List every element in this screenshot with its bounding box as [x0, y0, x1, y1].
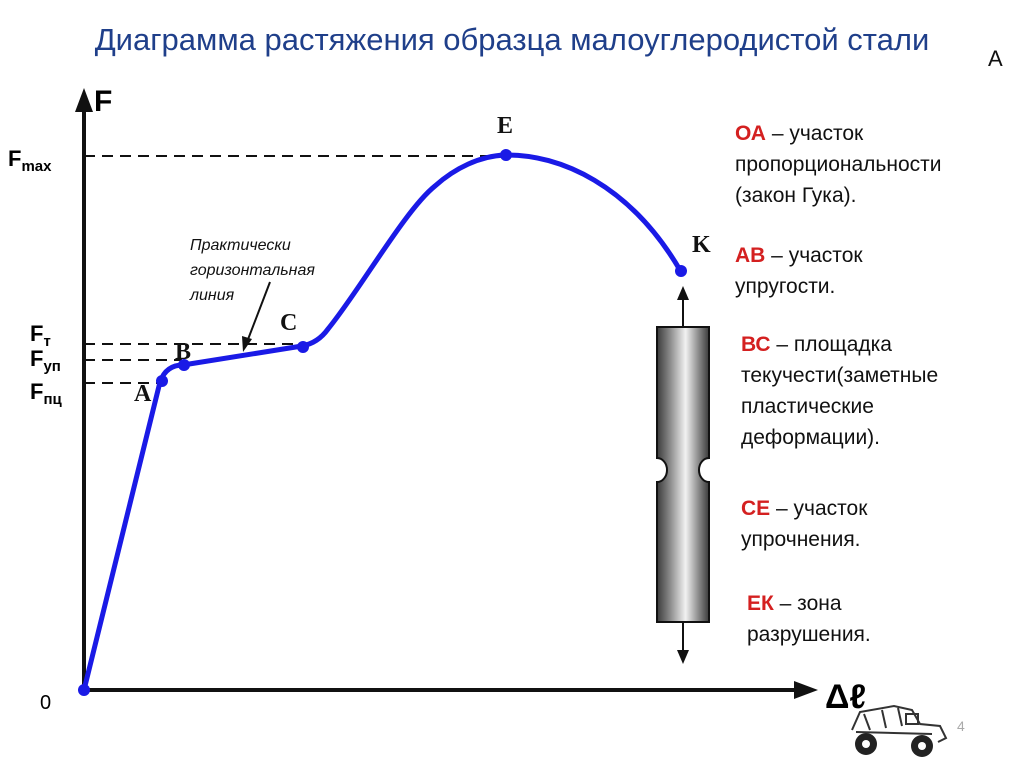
y-axis-label: F — [94, 85, 112, 118]
specimen-body — [656, 326, 710, 623]
x-axis-label: Δℓ — [825, 678, 866, 716]
point-a-label: A — [134, 381, 152, 407]
point-c-label: C — [280, 310, 297, 336]
y-axis-arrow-icon — [75, 88, 93, 112]
description-ce: СЕ – участок упрочнения. — [741, 497, 868, 551]
ft-label: Fт — [30, 321, 51, 350]
truck-logo-icon — [851, 704, 948, 757]
curve-points — [78, 149, 687, 696]
fpc-label: Fпц — [30, 379, 63, 408]
annotation-line3: линия — [189, 287, 235, 304]
point-e-label: E — [497, 113, 513, 139]
corner-letter: А — [988, 46, 1003, 71]
point-e — [500, 149, 512, 161]
annotation-pointer — [246, 281, 271, 343]
point-b — [178, 359, 190, 371]
description-oa: ОА – участок пропорциональности (закон Г… — [735, 122, 942, 207]
x-axis-arrow-icon — [794, 681, 818, 699]
slide-title: Диаграмма растяжения образца малоуглерод… — [94, 22, 930, 57]
specimen — [656, 286, 710, 664]
point-o — [78, 684, 90, 696]
origin-label: 0 — [40, 692, 51, 714]
specimen-arrow-up-icon — [677, 286, 689, 300]
specimen-arrow-down-icon — [677, 650, 689, 664]
description-ek: ЕК – зона разрушения. — [747, 592, 871, 646]
annotation-arrow-icon — [242, 336, 252, 352]
annotation-line1: Практически — [190, 237, 291, 254]
tension-curve — [81, 152, 683, 693]
axes — [75, 88, 818, 699]
annotation-line2: горизонтальная — [190, 262, 315, 279]
point-k-label: K — [692, 232, 711, 258]
point-b-label: B — [175, 339, 191, 365]
fmax-label: Fmax — [8, 146, 52, 175]
guide-lines — [84, 155, 505, 384]
point-c — [297, 341, 309, 353]
description-ab: АВ – участок упругости. — [735, 244, 863, 298]
description-bc: ВС – площадка текучести(заметные пластич… — [741, 333, 939, 449]
fup-label: Fуп — [30, 346, 61, 375]
point-k — [675, 265, 687, 277]
point-a — [156, 375, 168, 387]
page-number: 4 — [957, 718, 965, 734]
